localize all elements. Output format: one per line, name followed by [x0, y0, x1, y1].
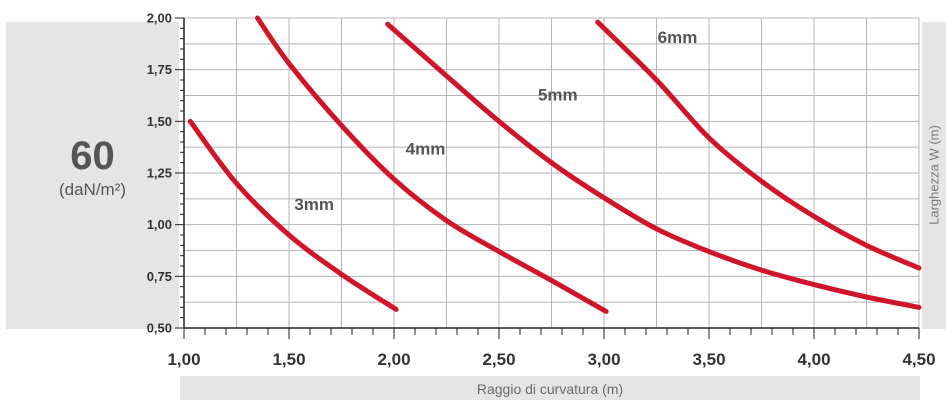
series-line-4mm [255, 15, 609, 314]
series-label-5mm: 5mm [538, 86, 578, 105]
axes: 2,00 1,75 1,50 1,25 1,00 0,75 0,50 1,00 1,50 2,00… [147, 11, 936, 370]
x-tick-label: 4,50 [902, 350, 935, 369]
x-tick-label: 3,50 [692, 350, 725, 369]
load-unit: (daN/m²) [58, 180, 127, 199]
grid [184, 17, 920, 328]
series-label-3mm: 3mm [294, 195, 334, 214]
x-tick-label: 1,50 [272, 350, 305, 369]
x-tick-label: 1,00 [167, 350, 200, 369]
load-value: 60 [70, 134, 115, 178]
y-tick-label: 0,50 [147, 321, 172, 336]
series-line-6mm [595, 19, 922, 271]
y-tick-label: 2,00 [147, 11, 172, 26]
load-panel [6, 22, 179, 329]
y-tick-label: 1,50 [147, 114, 172, 129]
x-tick-label: 4,00 [797, 350, 830, 369]
series-lines [187, 15, 922, 314]
y-tick-label: 1,75 [147, 62, 172, 77]
series-label-6mm: 6mm [658, 28, 698, 47]
x-tick-label: 2,50 [482, 350, 515, 369]
series-line-5mm [385, 21, 922, 310]
series-line-3mm [187, 118, 399, 312]
y-tick-label: 1,25 [147, 166, 172, 181]
series-label-4mm: 4mm [406, 139, 446, 158]
y-tick-label: 1,00 [147, 217, 172, 232]
x-tick-label: 3,00 [587, 350, 620, 369]
x-axis-title-panel [180, 376, 920, 400]
y-axis-title-panel [922, 22, 946, 329]
series-labels: 3mm 4mm 5mm 6mm [294, 28, 697, 214]
x-axis-title: Raggio di curvatura (m) [476, 381, 624, 397]
x-tick-label: 2,00 [377, 350, 410, 369]
y-tick-label: 0,75 [147, 269, 172, 284]
